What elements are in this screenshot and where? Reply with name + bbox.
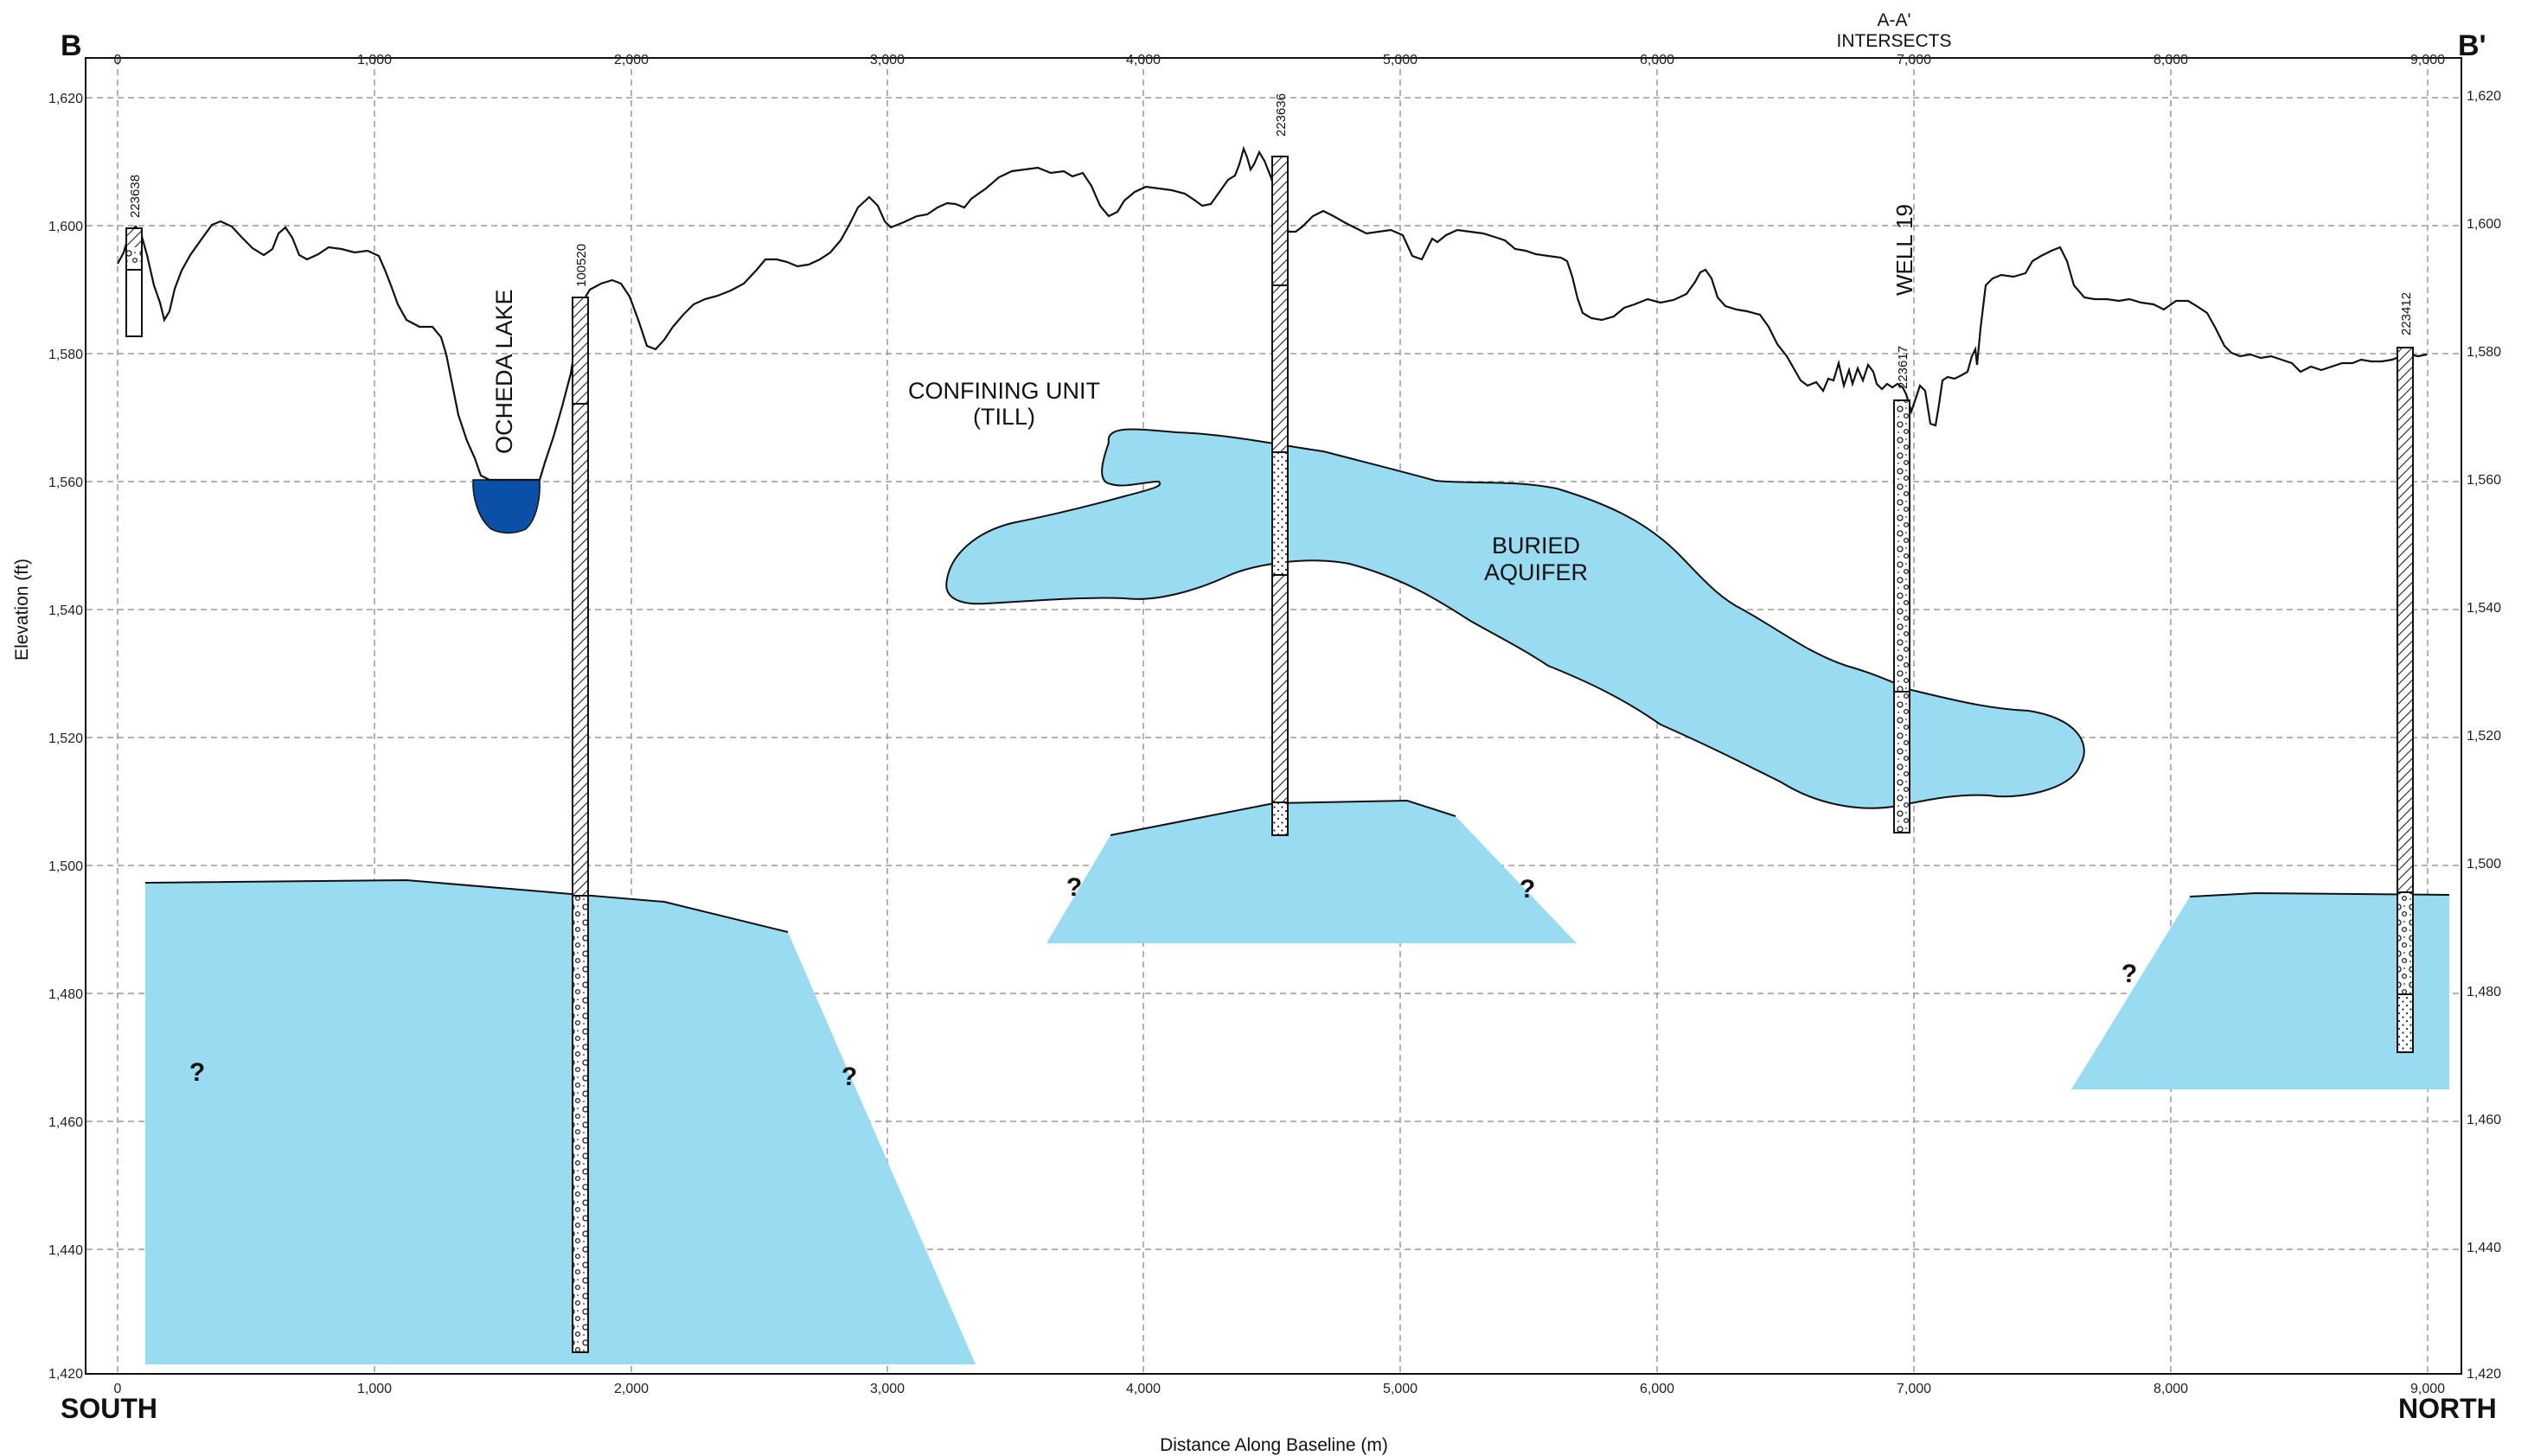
intersect-label-line2: INTERSECTS: [1836, 31, 1951, 51]
y-tick-label: 1,580: [48, 348, 83, 362]
y-tick-label: 1,520: [2467, 729, 2501, 744]
y-tick-label: 1,480: [48, 987, 83, 1002]
y-tick-label: 1,500: [48, 859, 83, 874]
x-tick-label: 8,000: [2153, 1382, 2188, 1396]
well-223617: [1893, 399, 1910, 833]
y-tick-label: 1,600: [48, 220, 83, 234]
deep-aquifer-north-top: [2189, 891, 2450, 897]
y-tick-label: 1,440: [2467, 1241, 2501, 1255]
buried-aquifer: [945, 428, 2085, 809]
intersect-label-line1: A-A': [1877, 10, 1910, 30]
y-tick-label: 1,520: [48, 731, 83, 746]
well-label-223617: 223617: [1896, 346, 1910, 389]
x-tick-label: 7,000: [1897, 1382, 1931, 1396]
confining-unit-label-2: (TILL): [973, 404, 1035, 430]
x-tick-label: 0: [114, 53, 122, 67]
y-tick-label: 1,480: [2467, 985, 2501, 999]
ocheda-lake-label: OCHEDA LAKE: [491, 289, 517, 454]
well-label-223638: 223638: [128, 175, 143, 218]
y-tick-label: 1,620: [48, 92, 83, 106]
x-tick-label: 1,000: [357, 1382, 392, 1396]
y-tick-label: 1,600: [2467, 217, 2501, 232]
deep-aquifer-middle: [1046, 801, 1577, 943]
ground-surface-profile: [117, 145, 2428, 482]
plot-frame: [85, 57, 2462, 1375]
deep-aquifer-north: [2071, 893, 2449, 1089]
x-axis-title: Distance Along Baseline (m): [1160, 1435, 1388, 1455]
y-tick-label: 1,540: [2467, 601, 2501, 616]
buried-aquifer-label-2: AQUIFER: [1484, 559, 1588, 585]
x-tick-label: 6,000: [1640, 1382, 1674, 1396]
deep-aquifer-south-top: [144, 878, 789, 933]
y-tick-label: 1,620: [2467, 89, 2501, 104]
y-axis-title: Elevation (ft): [12, 559, 32, 661]
x-tick-label: 4,000: [1126, 1382, 1161, 1396]
x-tick-label: 3,000: [870, 53, 905, 67]
unknown-mark: ?: [1066, 873, 1082, 902]
x-tick-label: 6,000: [1640, 53, 1674, 67]
confining-unit-label-1: CONFINING UNIT: [908, 378, 1100, 404]
x-ticks-bottom: 0 1,000 2,000 3,000 4,000 5,000 6,000 7,…: [114, 1382, 2446, 1396]
buried-aquifer-label-1: BURIED: [1492, 533, 1580, 559]
y-tick-label: 1,440: [48, 1243, 83, 1258]
y-tick-label: 1,500: [2467, 857, 2501, 872]
y-tick-label: 1,540: [48, 603, 83, 618]
well-label-100520: 100520: [574, 244, 589, 287]
direction-south-label: SOUTH: [61, 1393, 157, 1424]
y-tick-label: 1,560: [2467, 473, 2501, 488]
y-tick-label: 1,420: [2467, 1367, 2501, 1382]
well-223636: [1271, 156, 1289, 836]
well-label-223412: 223412: [2399, 292, 2414, 335]
unknown-mark: ?: [2121, 960, 2137, 988]
well-label-223636: 223636: [1274, 93, 1289, 137]
x-tick-label: 1,000: [357, 53, 392, 67]
x-tick-label: 4,000: [1126, 53, 1161, 67]
section-start-label: B: [61, 29, 82, 62]
unknown-mark: ?: [189, 1058, 205, 1087]
ocheda-lake-water: [472, 479, 541, 534]
x-tick-label: 2,000: [614, 1382, 649, 1396]
x-tick-label: 7,000: [1897, 53, 1931, 67]
y-ticks-right: 1,620 1,600 1,580 1,560 1,540 1,520 1,50…: [2467, 89, 2501, 1382]
y-tick-label: 1,460: [48, 1115, 83, 1130]
y-tick-label: 1,420: [48, 1367, 83, 1382]
x-tick-label: 8,000: [2153, 53, 2188, 67]
well-19-label: WELL 19: [1891, 204, 1917, 296]
well-223412: [2397, 347, 2414, 1053]
well-100520: [572, 297, 589, 1353]
x-tick-label: 0: [114, 1382, 122, 1396]
x-tick-label: 9,000: [2410, 53, 2445, 67]
x-ticks-top: 0 1,000 2,000 3,000 4,000 5,000 6,000 7,…: [114, 53, 2446, 67]
deep-aquifer-middle-top: [1110, 799, 1456, 836]
x-tick-label: 3,000: [870, 1382, 905, 1396]
direction-north-label: NORTH: [2398, 1393, 2497, 1424]
y-tick-label: 1,460: [2467, 1113, 2501, 1127]
x-tick-label: 2,000: [614, 53, 649, 67]
section-end-label: B': [2458, 29, 2486, 62]
y-tick-label: 1,560: [48, 476, 83, 490]
y-tick-label: 1,580: [2467, 345, 2501, 360]
x-tick-label: 9,000: [2410, 1382, 2445, 1396]
y-ticks-left: 1,620 1,600 1,580 1,560 1,540 1,520 1,50…: [48, 92, 83, 1382]
well-223638: [125, 227, 143, 337]
x-tick-label: 5,000: [1383, 1382, 1417, 1396]
x-tick-label: 5,000: [1383, 53, 1417, 67]
deep-aquifer-south: [145, 880, 976, 1364]
unknown-mark: ?: [1520, 875, 1535, 904]
unknown-mark: ?: [842, 1063, 857, 1091]
